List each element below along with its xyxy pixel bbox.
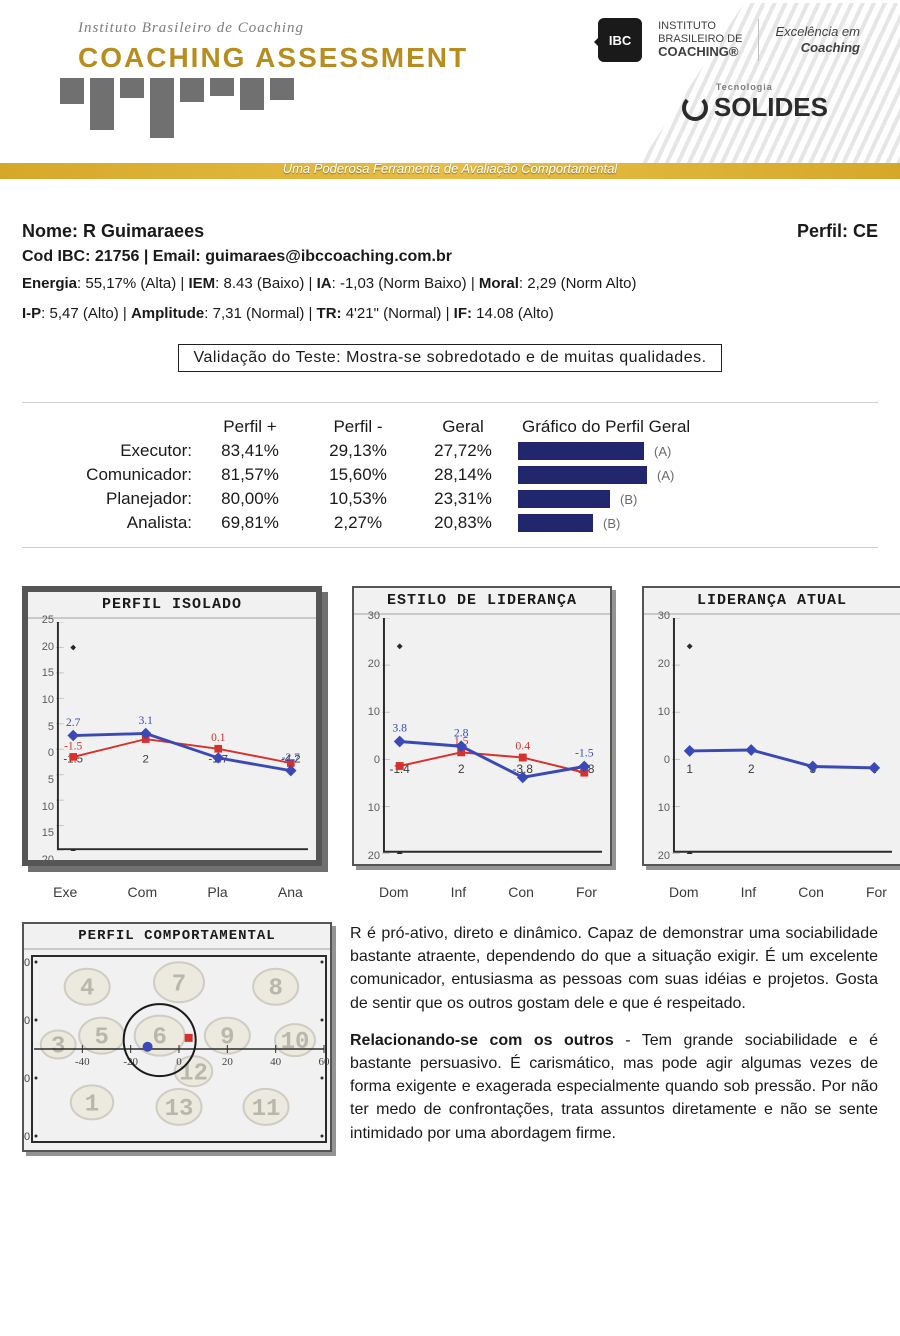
table-cell: 29,13%	[308, 441, 408, 461]
svg-text:3: 3	[51, 1034, 65, 1061]
table-header: Geral	[416, 417, 510, 437]
table-cell: 2,27%	[308, 513, 408, 533]
paragraph-2: Relacionando-se com os outros - Tem gran…	[350, 1029, 878, 1145]
svg-text:0: 0	[24, 957, 30, 969]
ibc-logo-block: IBC INSTITUTO BRASILEIRO DE COACHING® Ex…	[598, 18, 860, 62]
person-info: Nome: R Guimaraees Perfil: CE Cod IBC: 2…	[0, 195, 900, 388]
svg-text:0: 0	[24, 1073, 30, 1085]
paragraph-1: R é pró-ativo, direto e dinâmico. Capaz …	[350, 922, 878, 1015]
profile-line: Perfil: CE	[797, 221, 878, 242]
chart-plot: -1.42-3.8-2.81.50.43.82.8-1.5	[382, 618, 602, 854]
svg-text:0: 0	[24, 1015, 30, 1027]
metrics-line-2: I-P: 5,47 (Alto) | Amplitude: 7,31 (Norm…	[22, 302, 878, 326]
bar-cell: (B)	[518, 514, 878, 532]
chart-perfil-isolado: PERFIL ISOLADO -1.52-1.7-4.2-1.50.12.73.…	[22, 586, 322, 866]
chart-title: PERFIL ISOLADO	[28, 592, 316, 619]
table-cell: 15,60%	[308, 465, 408, 485]
divider	[758, 19, 759, 61]
svg-text:3.1: 3.1	[139, 715, 154, 727]
table-row-label: Executor:	[22, 441, 192, 461]
bar-cell: (A)	[518, 442, 878, 460]
svg-text:11: 11	[252, 1096, 281, 1123]
metrics-line-1: Energia: 55,17% (Alta) | IEM: 8.43 (Baix…	[22, 272, 878, 296]
tagline: Uma Poderosa Ferramenta de Avaliação Com…	[0, 161, 900, 177]
separator	[22, 547, 878, 548]
table-cell: 28,14%	[416, 465, 510, 485]
chart-title: ESTILO DE LIDERANÇA	[354, 588, 610, 615]
solides-logo: Tecnologia SOLIDES	[682, 92, 828, 123]
body-text: R é pró-ativo, direto e dinâmico. Capaz …	[350, 922, 878, 1159]
logo-bars	[60, 78, 294, 138]
bar-cell: (B)	[518, 490, 878, 508]
table-header: Perfil -	[308, 417, 408, 437]
svg-text:3.8: 3.8	[392, 722, 407, 735]
svg-text:2: 2	[748, 763, 755, 776]
svg-text:0.4: 0.4	[515, 740, 530, 753]
svg-text:4: 4	[80, 976, 94, 1003]
svg-text:-1.5: -1.5	[575, 747, 594, 760]
validation-box: Validação do Teste: Mostra-se sobredotad…	[178, 344, 721, 372]
svg-text:20: 20	[222, 1056, 234, 1068]
report-header: Instituto Brasileiro de Coaching COACHIN…	[0, 0, 900, 195]
svg-text:5: 5	[94, 1025, 108, 1052]
chart-perfil-comportamental: PERFIL COMPORTAMENTAL 000047856910311311…	[22, 922, 332, 1152]
table-cell: 27,72%	[416, 441, 510, 461]
ibc-badge-icon: IBC	[598, 18, 642, 62]
svg-text:0.1: 0.1	[211, 732, 226, 744]
chart-plot: 00004785691031131112-40-200204060	[24, 950, 334, 1148]
svg-text:2: 2	[143, 754, 149, 766]
table-header: Gráfico do Perfil Geral	[518, 417, 878, 437]
chart-title: PERFIL COMPORTAMENTAL	[24, 924, 330, 950]
svg-text:-40: -40	[75, 1056, 90, 1068]
table-cell: 83,41%	[200, 441, 300, 461]
table-row-label: Comunicador:	[22, 465, 192, 485]
table-row-label: Planejador:	[22, 489, 192, 509]
svg-text:-1.5: -1.5	[64, 740, 82, 752]
chart-estilo-lideranca: ESTILO DE LIDERANÇA -1.42-3.8-2.81.50.43…	[352, 586, 612, 866]
profile-table: Perfil + Perfil - Geral Gráfico do Perfil G…	[22, 417, 878, 533]
svg-text:2.7: 2.7	[66, 717, 81, 729]
chart-x-labels: DomInfConFor	[358, 884, 618, 900]
svg-text:40: 40	[270, 1056, 282, 1068]
bar-cell: (A)	[518, 466, 878, 484]
svg-text:7: 7	[172, 971, 186, 998]
table-cell: 80,00%	[200, 489, 300, 509]
table-cell: 20,83%	[416, 513, 510, 533]
table-row-label: Analista:	[22, 513, 192, 533]
table-cell: 23,31%	[416, 489, 510, 509]
table-cell: 81,57%	[200, 465, 300, 485]
product-title: COACHING ASSESSMENT	[78, 42, 468, 74]
name-line: Nome: R Guimaraees	[22, 221, 204, 242]
institute-name: Instituto Brasileiro de Coaching	[78, 20, 304, 37]
svg-text:13: 13	[165, 1096, 194, 1123]
chart-title: LIDERANÇA ATUAL	[644, 588, 900, 615]
svg-text:10: 10	[281, 1029, 310, 1056]
svg-text:1: 1	[686, 763, 693, 776]
svg-text:2: 2	[458, 763, 465, 776]
table-header: Perfil +	[200, 417, 300, 437]
table-cell: 10,53%	[308, 489, 408, 509]
code-email: Cod IBC: 21756 | Email: guimaraes@ibccoa…	[22, 248, 878, 266]
svg-text:60: 60	[319, 1056, 331, 1068]
svg-text:12: 12	[179, 1060, 208, 1087]
svg-text:6: 6	[152, 1025, 166, 1052]
svg-text:2.8: 2.8	[454, 726, 469, 739]
svg-text:0: 0	[24, 1131, 30, 1143]
chart-x-labels: ExeComPlaAna	[28, 884, 328, 900]
lower-section: PERFIL COMPORTAMENTAL 000047856910311311…	[0, 900, 900, 1189]
chart-lideranca-atual: LIDERANÇA ATUAL 1234 20100102030	[642, 586, 900, 866]
svg-text:1: 1	[85, 1091, 99, 1118]
svg-text:0: 0	[176, 1056, 182, 1068]
svg-text:-2.7: -2.7	[282, 752, 300, 764]
svg-text:8: 8	[268, 976, 282, 1003]
ibc-text: INSTITUTO BRASILEIRO DE COACHING®	[658, 20, 742, 60]
excellence-text: Excelência emCoaching	[775, 24, 860, 57]
swirl-icon	[682, 95, 708, 121]
separator	[22, 402, 878, 403]
chart-plot: -1.52-1.7-4.2-1.50.12.73.1-2.7	[56, 622, 308, 851]
chart-plot: 1234	[672, 618, 892, 854]
table-cell: 69,81%	[200, 513, 300, 533]
chart-x-labels: DomInfConFor	[648, 884, 900, 900]
charts-row: PERFIL ISOLADO -1.52-1.7-4.2-1.50.12.73.…	[0, 562, 900, 900]
